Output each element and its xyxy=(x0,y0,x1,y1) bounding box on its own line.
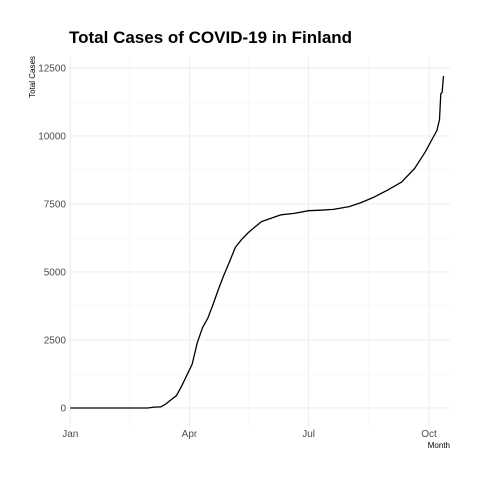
x-tick-label: Jan xyxy=(62,429,78,440)
x-tick-labels: Jan Apr Jul Oct xyxy=(62,429,437,440)
y-tick-labels: 0 2500 5000 7500 10000 12500 xyxy=(38,63,66,414)
x-tick-label: Oct xyxy=(421,429,437,440)
series-line xyxy=(70,75,445,409)
y-tick-label: 12500 xyxy=(38,63,66,74)
chart-title: Total Cases of COVID-19 in Finland xyxy=(69,28,352,47)
series-group xyxy=(70,75,445,409)
y-tick-label: 5000 xyxy=(44,267,67,278)
x-axis-label: Month xyxy=(428,441,450,450)
y-tick-label: 7500 xyxy=(44,199,67,210)
x-tick-label: Jul xyxy=(302,429,315,440)
x-tick-label: Apr xyxy=(182,429,198,440)
y-tick-label: 10000 xyxy=(38,131,66,142)
y-axis-label: Total Cases xyxy=(28,56,37,98)
y-tick-label: 2500 xyxy=(44,335,67,346)
y-tick-label: 0 xyxy=(60,403,66,414)
grid-lines xyxy=(69,57,450,427)
